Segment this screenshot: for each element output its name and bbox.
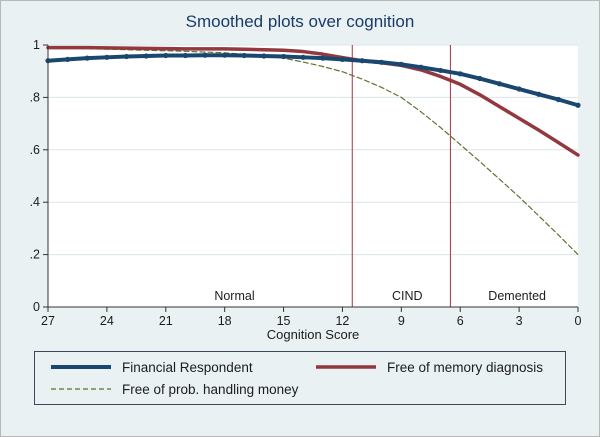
series-marker-financial-respondent bbox=[202, 52, 208, 58]
series-line-free-of-memory-diagnosis bbox=[46, 45, 580, 157]
series-marker-financial-respondent bbox=[359, 58, 365, 64]
x-axis-title: Cognition Score bbox=[267, 327, 360, 342]
series-marker-financial-respondent bbox=[241, 52, 247, 59]
series-marker-financial-respondent bbox=[222, 52, 228, 58]
series-marker-financial-respondent bbox=[496, 81, 503, 87]
series-marker-financial-respondent bbox=[516, 86, 522, 92]
x-tick-label: 15 bbox=[277, 314, 291, 328]
series-marker-financial-respondent bbox=[575, 102, 581, 108]
series-marker-financial-respondent bbox=[123, 53, 130, 60]
x-tick-label: 3 bbox=[516, 314, 523, 328]
series-marker-financial-respondent bbox=[457, 71, 463, 77]
series-marker-financial-respondent bbox=[418, 64, 424, 70]
series-marker-financial-respondent bbox=[104, 54, 110, 60]
x-tick-label: 12 bbox=[335, 314, 349, 328]
x-tick-label: 0 bbox=[575, 314, 582, 328]
series-marker-financial-respondent bbox=[536, 91, 542, 97]
series-marker-financial-respondent bbox=[555, 96, 561, 103]
series-marker-financial-respondent bbox=[437, 67, 444, 74]
series-marker-financial-respondent bbox=[280, 53, 287, 60]
series-marker-financial-respondent bbox=[163, 52, 169, 59]
y-tick-label: 0 bbox=[33, 300, 40, 314]
legend-label-memory-diagnosis: Free of memory diagnosis bbox=[387, 359, 544, 375]
x-tick-label: 9 bbox=[398, 314, 405, 328]
chart-title: Smoothed plots over cognition bbox=[185, 12, 415, 31]
region-label-normal: Normal bbox=[214, 289, 254, 303]
legend-swatch-financial-respondent bbox=[51, 365, 111, 369]
series-line-financial-respondent bbox=[46, 53, 580, 108]
legend-label-prob-handling-money: Free of prob. handling money bbox=[122, 381, 299, 397]
series-marker-financial-respondent bbox=[84, 55, 90, 61]
y-tick-label: .6 bbox=[30, 143, 40, 157]
x-tick-label: 24 bbox=[100, 314, 114, 328]
series-marker-financial-respondent bbox=[261, 53, 267, 59]
series-marker-financial-respondent bbox=[143, 53, 149, 59]
legend-entry-prob-handling-money: Free of prob. handling money bbox=[35, 381, 300, 397]
legend-entry-financial-respondent: Financial Respondent bbox=[35, 359, 300, 375]
legend-swatch-prob-handling-money bbox=[51, 388, 111, 390]
region-label-cind: CIND bbox=[392, 289, 423, 303]
series-marker-financial-respondent bbox=[398, 61, 404, 67]
region-label-demented: Demented bbox=[488, 289, 546, 303]
series-marker-financial-respondent bbox=[320, 55, 326, 61]
series-marker-financial-respondent bbox=[300, 54, 306, 60]
series-marker-financial-respondent bbox=[65, 56, 71, 63]
y-tick-label: .4 bbox=[30, 195, 40, 209]
legend-label-financial-respondent: Financial Respondent bbox=[122, 359, 253, 375]
y-tick-label: .8 bbox=[30, 90, 40, 104]
plot-area: 0 .2 .4 .6 .8 1 27 24 21 18 15 12 9 6 3 0 Cognition Scor… bbox=[30, 38, 582, 342]
x-tick-label: 21 bbox=[159, 314, 173, 328]
series-marker-financial-respondent bbox=[379, 59, 385, 65]
x-tick-label: 6 bbox=[457, 314, 464, 328]
x-tick-label: 18 bbox=[218, 314, 232, 328]
legend-swatch-memory-diagnosis bbox=[316, 365, 376, 369]
plot-background bbox=[48, 45, 578, 307]
legend-entry-memory-diagnosis: Free of memory diagnosis bbox=[300, 359, 565, 375]
y-tick-label: 1 bbox=[33, 38, 40, 52]
series-marker-financial-respondent bbox=[182, 52, 189, 59]
x-tick-label: 27 bbox=[41, 314, 55, 328]
series-marker-financial-respondent bbox=[339, 56, 346, 63]
y-tick-label: .2 bbox=[30, 248, 40, 262]
legend: Financial Respondent Free of memory diag… bbox=[34, 351, 566, 405]
series-marker-financial-respondent bbox=[477, 75, 483, 82]
